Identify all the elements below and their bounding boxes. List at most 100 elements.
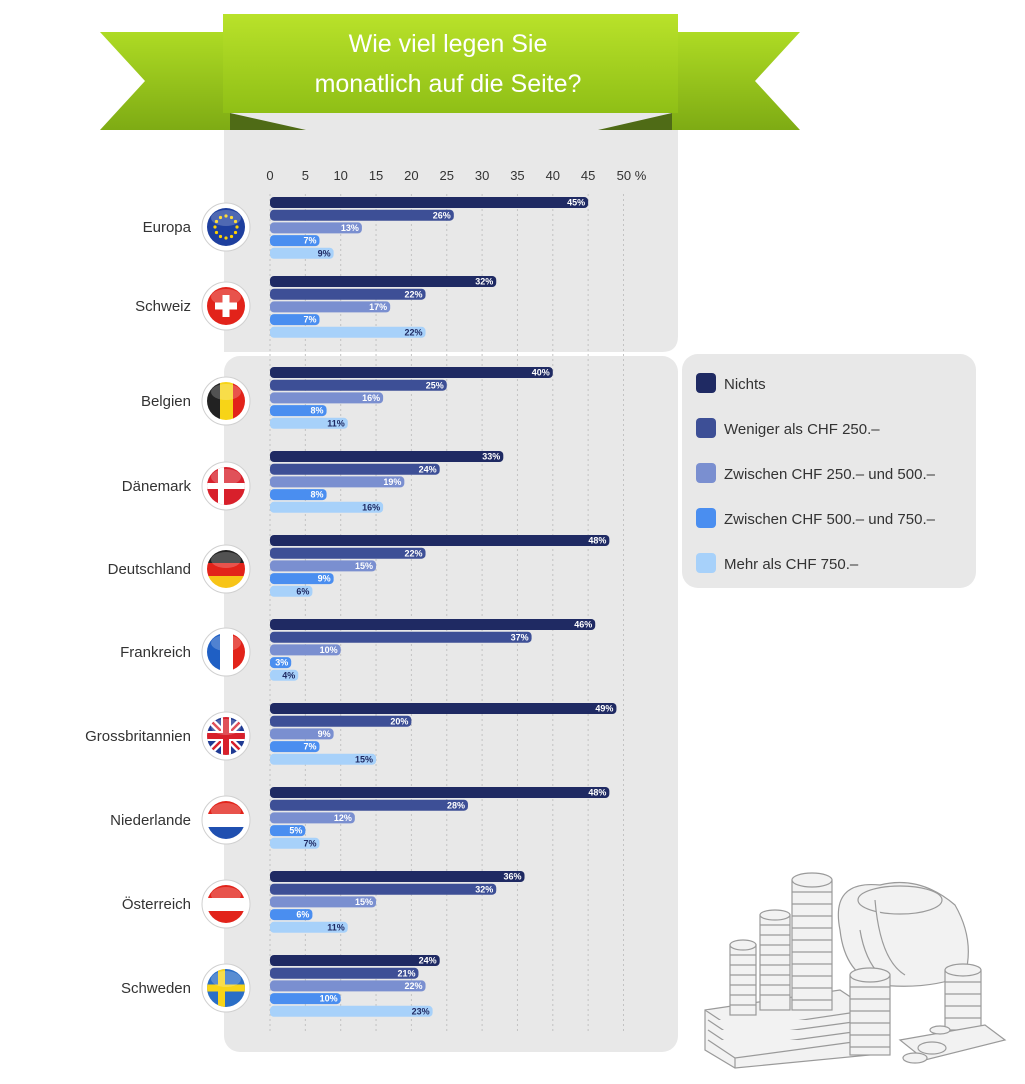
data-label: 40% (532, 368, 550, 378)
bar (270, 799, 468, 811)
data-label: 9% (318, 248, 331, 258)
switzerland-flag-icon (201, 281, 251, 331)
bar (270, 476, 405, 488)
bar (270, 728, 334, 740)
x-tick-label: 35 (510, 168, 524, 183)
data-label: 6% (296, 910, 309, 920)
x-tick-label: 0 (266, 168, 273, 183)
bar (270, 871, 525, 882)
legend-label: Zwischen CHF 500.– und 750.– (724, 511, 936, 528)
bar (270, 980, 426, 992)
legend-label: Nichts (724, 376, 766, 393)
bar (270, 222, 362, 234)
france-flag-icon (201, 627, 251, 677)
bar-group-9: 24% 21% 22% 10% 23% (270, 955, 440, 1017)
x-tick-label: 25 (440, 168, 454, 183)
bar (270, 896, 377, 908)
data-label: 15% (355, 897, 373, 907)
data-label: 11% (327, 922, 345, 932)
title-line-2: monatlich auf die Seite? (315, 70, 582, 98)
data-label: 16% (362, 502, 380, 512)
eu-flag-icon (201, 202, 251, 252)
data-label: 16% (362, 393, 380, 403)
germany-flag-icon (201, 544, 251, 594)
bar (270, 288, 426, 300)
data-label: 49% (595, 704, 613, 714)
legend-swatch (696, 463, 716, 483)
bar-group-6: 49% 20% 9%7% 15% (270, 703, 617, 765)
bar (270, 787, 610, 798)
data-label: 33% (482, 452, 500, 462)
data-label: 45% (567, 198, 585, 208)
bar (270, 314, 320, 326)
bar (270, 825, 306, 837)
bar (270, 326, 426, 338)
data-label: 24% (419, 464, 437, 474)
country-label: Europa (143, 219, 192, 236)
denmark-flag-icon (201, 461, 251, 511)
data-label: 22% (405, 289, 423, 299)
title-line-1: Wie viel legen Sie (349, 30, 548, 58)
country-label: Belgien (141, 393, 191, 410)
bar (270, 501, 384, 513)
banner-fold-left (230, 113, 306, 130)
data-label: 4% (282, 670, 295, 680)
bar (270, 451, 504, 462)
x-tick-label: 40 (546, 168, 560, 183)
data-label: 15% (355, 754, 373, 764)
bar (270, 883, 497, 895)
bar (270, 276, 497, 287)
legend-box (682, 354, 976, 588)
bar (270, 247, 334, 259)
x-tick-label: 30 (475, 168, 489, 183)
data-label: 13% (341, 223, 359, 233)
bar (270, 669, 299, 681)
data-label: 48% (588, 788, 606, 798)
banner-ribbon-right (672, 32, 800, 130)
x-tick-label: 10 (333, 168, 347, 183)
bar-group-7: 48% 28% 12% 5%7% (270, 787, 610, 849)
data-label: 11% (327, 418, 345, 428)
netherlands-flag-icon (201, 795, 251, 845)
country-labels: Europa Schweiz Belgien Dänemark Deutschland F… (85, 202, 251, 1013)
data-label: 5% (289, 826, 302, 836)
x-axis: 0 5 10 15 20 25 30 35 40 45 50 % (266, 168, 646, 183)
x-tick-label: 5 (302, 168, 309, 183)
uk-flag-icon (201, 711, 251, 761)
x-tick-label: 20 (404, 168, 418, 183)
bar-group-3: 33% 24% 19% 8% 16% (270, 451, 504, 513)
data-label: 19% (383, 477, 401, 487)
data-label: 7% (303, 236, 316, 246)
bar (270, 235, 320, 247)
bar-group-4: 48% 22% 15% 9% 6% (270, 535, 610, 597)
bar (270, 812, 355, 824)
bar-group-2: 40% 25% 16% 8%11% (270, 367, 553, 429)
legend-label: Weniger als CHF 250.– (724, 421, 880, 438)
legend-label: Zwischen CHF 250.– und 500.– (724, 466, 936, 483)
bar (270, 585, 313, 597)
data-label: 32% (475, 277, 493, 287)
x-tick-label: 45 (581, 168, 595, 183)
data-label: 7% (303, 838, 316, 848)
austria-flag-icon (201, 879, 251, 929)
data-label: 10% (320, 645, 338, 655)
bar-groups: 45%26%13%7%9%32%22%17%7%22%40%25%16%8%11… (270, 197, 617, 1017)
bar (270, 703, 617, 714)
bar (270, 741, 320, 753)
bar (270, 619, 596, 630)
legend-swatch (696, 508, 716, 528)
country-label: Grossbritannien (85, 728, 191, 745)
data-label: 20% (390, 716, 408, 726)
bar (270, 463, 440, 475)
bar (270, 967, 419, 979)
country-label: Deutschland (108, 561, 191, 578)
data-label: 15% (355, 561, 373, 571)
bar (270, 405, 327, 417)
data-label: 28% (447, 800, 465, 810)
data-label: 7% (303, 742, 316, 752)
bar (270, 837, 320, 849)
data-label: 46% (574, 620, 592, 630)
data-label: 22% (405, 327, 423, 337)
legend-swatch (696, 553, 716, 573)
